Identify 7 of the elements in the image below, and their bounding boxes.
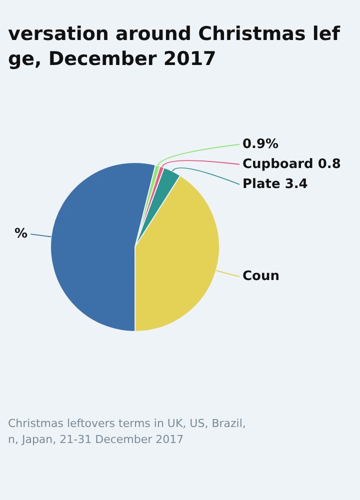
text: Christmas leftovers terms in UK, US, Brazil, n, Japan, 21-31 December 2017: [7, 416, 247, 448]
slice-label: Plate 3.4: [242, 176, 308, 192]
slice-label: Coun: [242, 269, 280, 284]
data-label: 0.9%: [242, 136, 279, 152]
chart-title: versation around Christmas lef ge, December 2017: [7, 22, 342, 72]
slice-label: Cupboard 0.8: [242, 156, 341, 172]
data-label: %: [14, 226, 28, 242]
